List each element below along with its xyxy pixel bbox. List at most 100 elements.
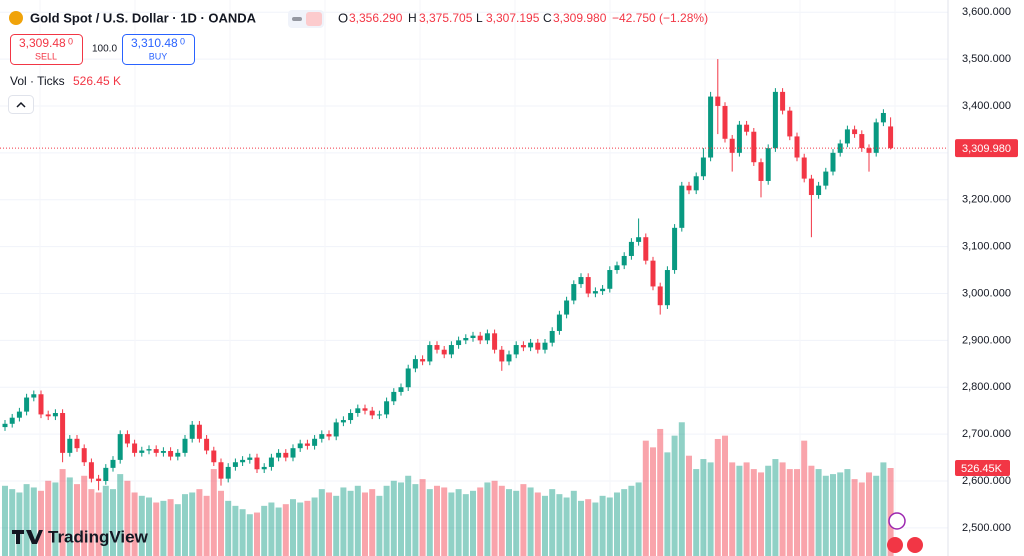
volume-bar	[232, 505, 239, 556]
last-price-tag	[955, 139, 1018, 158]
candle-body	[96, 478, 102, 481]
candle-body	[88, 462, 94, 479]
candle-body	[2, 423, 8, 428]
buy-button[interactable]	[122, 34, 195, 65]
volume-bar	[66, 477, 73, 556]
y-tick-label: 3,100.000	[962, 240, 1011, 252]
y-tick-label: 2,900.000	[962, 334, 1011, 346]
y-tick-label: 2,600.000	[962, 475, 1011, 487]
volume-bar	[830, 474, 836, 556]
volume-bar	[506, 489, 512, 556]
volume-bar	[426, 489, 433, 556]
candle-body	[535, 342, 541, 350]
volume-bar	[657, 428, 664, 556]
candle-body	[585, 277, 591, 294]
candle-body	[700, 157, 706, 177]
volume-bar	[470, 490, 476, 556]
candle-body	[175, 452, 181, 457]
logo-text[interactable]: TradingView	[48, 527, 149, 546]
candle-body	[304, 443, 310, 446]
candle-body	[427, 345, 433, 362]
candle-body	[880, 112, 886, 123]
candle-body	[456, 340, 462, 346]
candle-body	[549, 330, 555, 343]
indicator-name[interactable]: Vol · Ticks	[10, 74, 65, 88]
candle-body	[492, 333, 498, 350]
y-tick-label: 2,800.000	[962, 381, 1011, 393]
volume-bar	[750, 469, 757, 556]
sell-button[interactable]	[10, 34, 83, 65]
volume-bar	[376, 495, 383, 556]
volume-bar	[772, 459, 779, 556]
volume-bar	[794, 469, 800, 556]
candle-body	[117, 434, 123, 460]
volume-bar	[117, 474, 124, 556]
symbol-icon[interactable]	[9, 11, 23, 25]
volume-bar	[297, 502, 304, 556]
volume-bar	[362, 492, 368, 556]
volume-bar	[239, 509, 246, 556]
candle-body	[268, 457, 274, 467]
volume-bar	[153, 502, 160, 556]
ohlc-value: 3,307.195	[486, 11, 540, 25]
candle-body	[801, 157, 807, 179]
candle-body	[290, 448, 296, 458]
candle-body	[232, 462, 238, 467]
event-flag[interactable]	[907, 537, 923, 553]
candle-body	[182, 438, 188, 453]
volume-bar	[110, 489, 116, 556]
volume-bar	[513, 490, 520, 556]
candle-body	[607, 270, 613, 289]
candle-body	[600, 288, 606, 292]
sell-price: 3,309.48	[19, 36, 66, 50]
candle-body	[218, 462, 224, 479]
candle-body	[333, 422, 339, 437]
volume-bar	[434, 485, 440, 556]
candle-body	[780, 91, 786, 111]
volume-bar	[131, 492, 138, 556]
volume-bar	[779, 462, 786, 556]
event-flag[interactable]	[887, 537, 903, 553]
volume-bar	[333, 495, 340, 556]
logo-icon[interactable]	[12, 530, 43, 544]
candle-body	[513, 345, 519, 355]
candle-body	[722, 105, 728, 139]
candle-body	[297, 443, 303, 449]
candle-body	[420, 359, 426, 362]
volume-bar	[398, 482, 404, 556]
candle-body	[463, 338, 469, 341]
candle-body	[758, 162, 764, 181]
volume-bar	[326, 492, 332, 556]
volume-label: 526.45K	[961, 463, 1003, 475]
candle-body	[168, 450, 174, 457]
volume-bar	[808, 465, 815, 556]
candle-body	[132, 443, 138, 453]
ohlc-label: L	[476, 11, 483, 25]
collapse-button[interactable]	[8, 95, 34, 114]
volume-bar	[23, 484, 30, 556]
volume-bar	[729, 462, 736, 556]
candle-body	[355, 408, 361, 414]
last-price-label: 3,309.980	[962, 143, 1011, 155]
candle-body	[362, 408, 368, 411]
symbol-title[interactable]: Gold Spot / U.S. Dollar · 1D · OANDA	[30, 10, 257, 25]
volume-bar	[218, 490, 224, 556]
volume-bar	[815, 469, 822, 556]
volume-bar	[765, 465, 772, 556]
candle-body	[765, 148, 771, 181]
candle-body	[31, 394, 37, 398]
grid	[0, 11, 948, 529]
volume-bar	[412, 484, 419, 556]
volume-bar	[743, 462, 750, 556]
candle-body	[276, 452, 282, 458]
candle-body	[448, 345, 454, 355]
volume-bar	[124, 480, 131, 556]
ohlc-label: H	[408, 11, 417, 25]
volume-bar	[9, 489, 16, 556]
candle-body	[621, 255, 627, 266]
candle-body	[657, 286, 663, 306]
events-icon[interactable]	[888, 512, 906, 530]
volume-bar	[549, 489, 556, 556]
